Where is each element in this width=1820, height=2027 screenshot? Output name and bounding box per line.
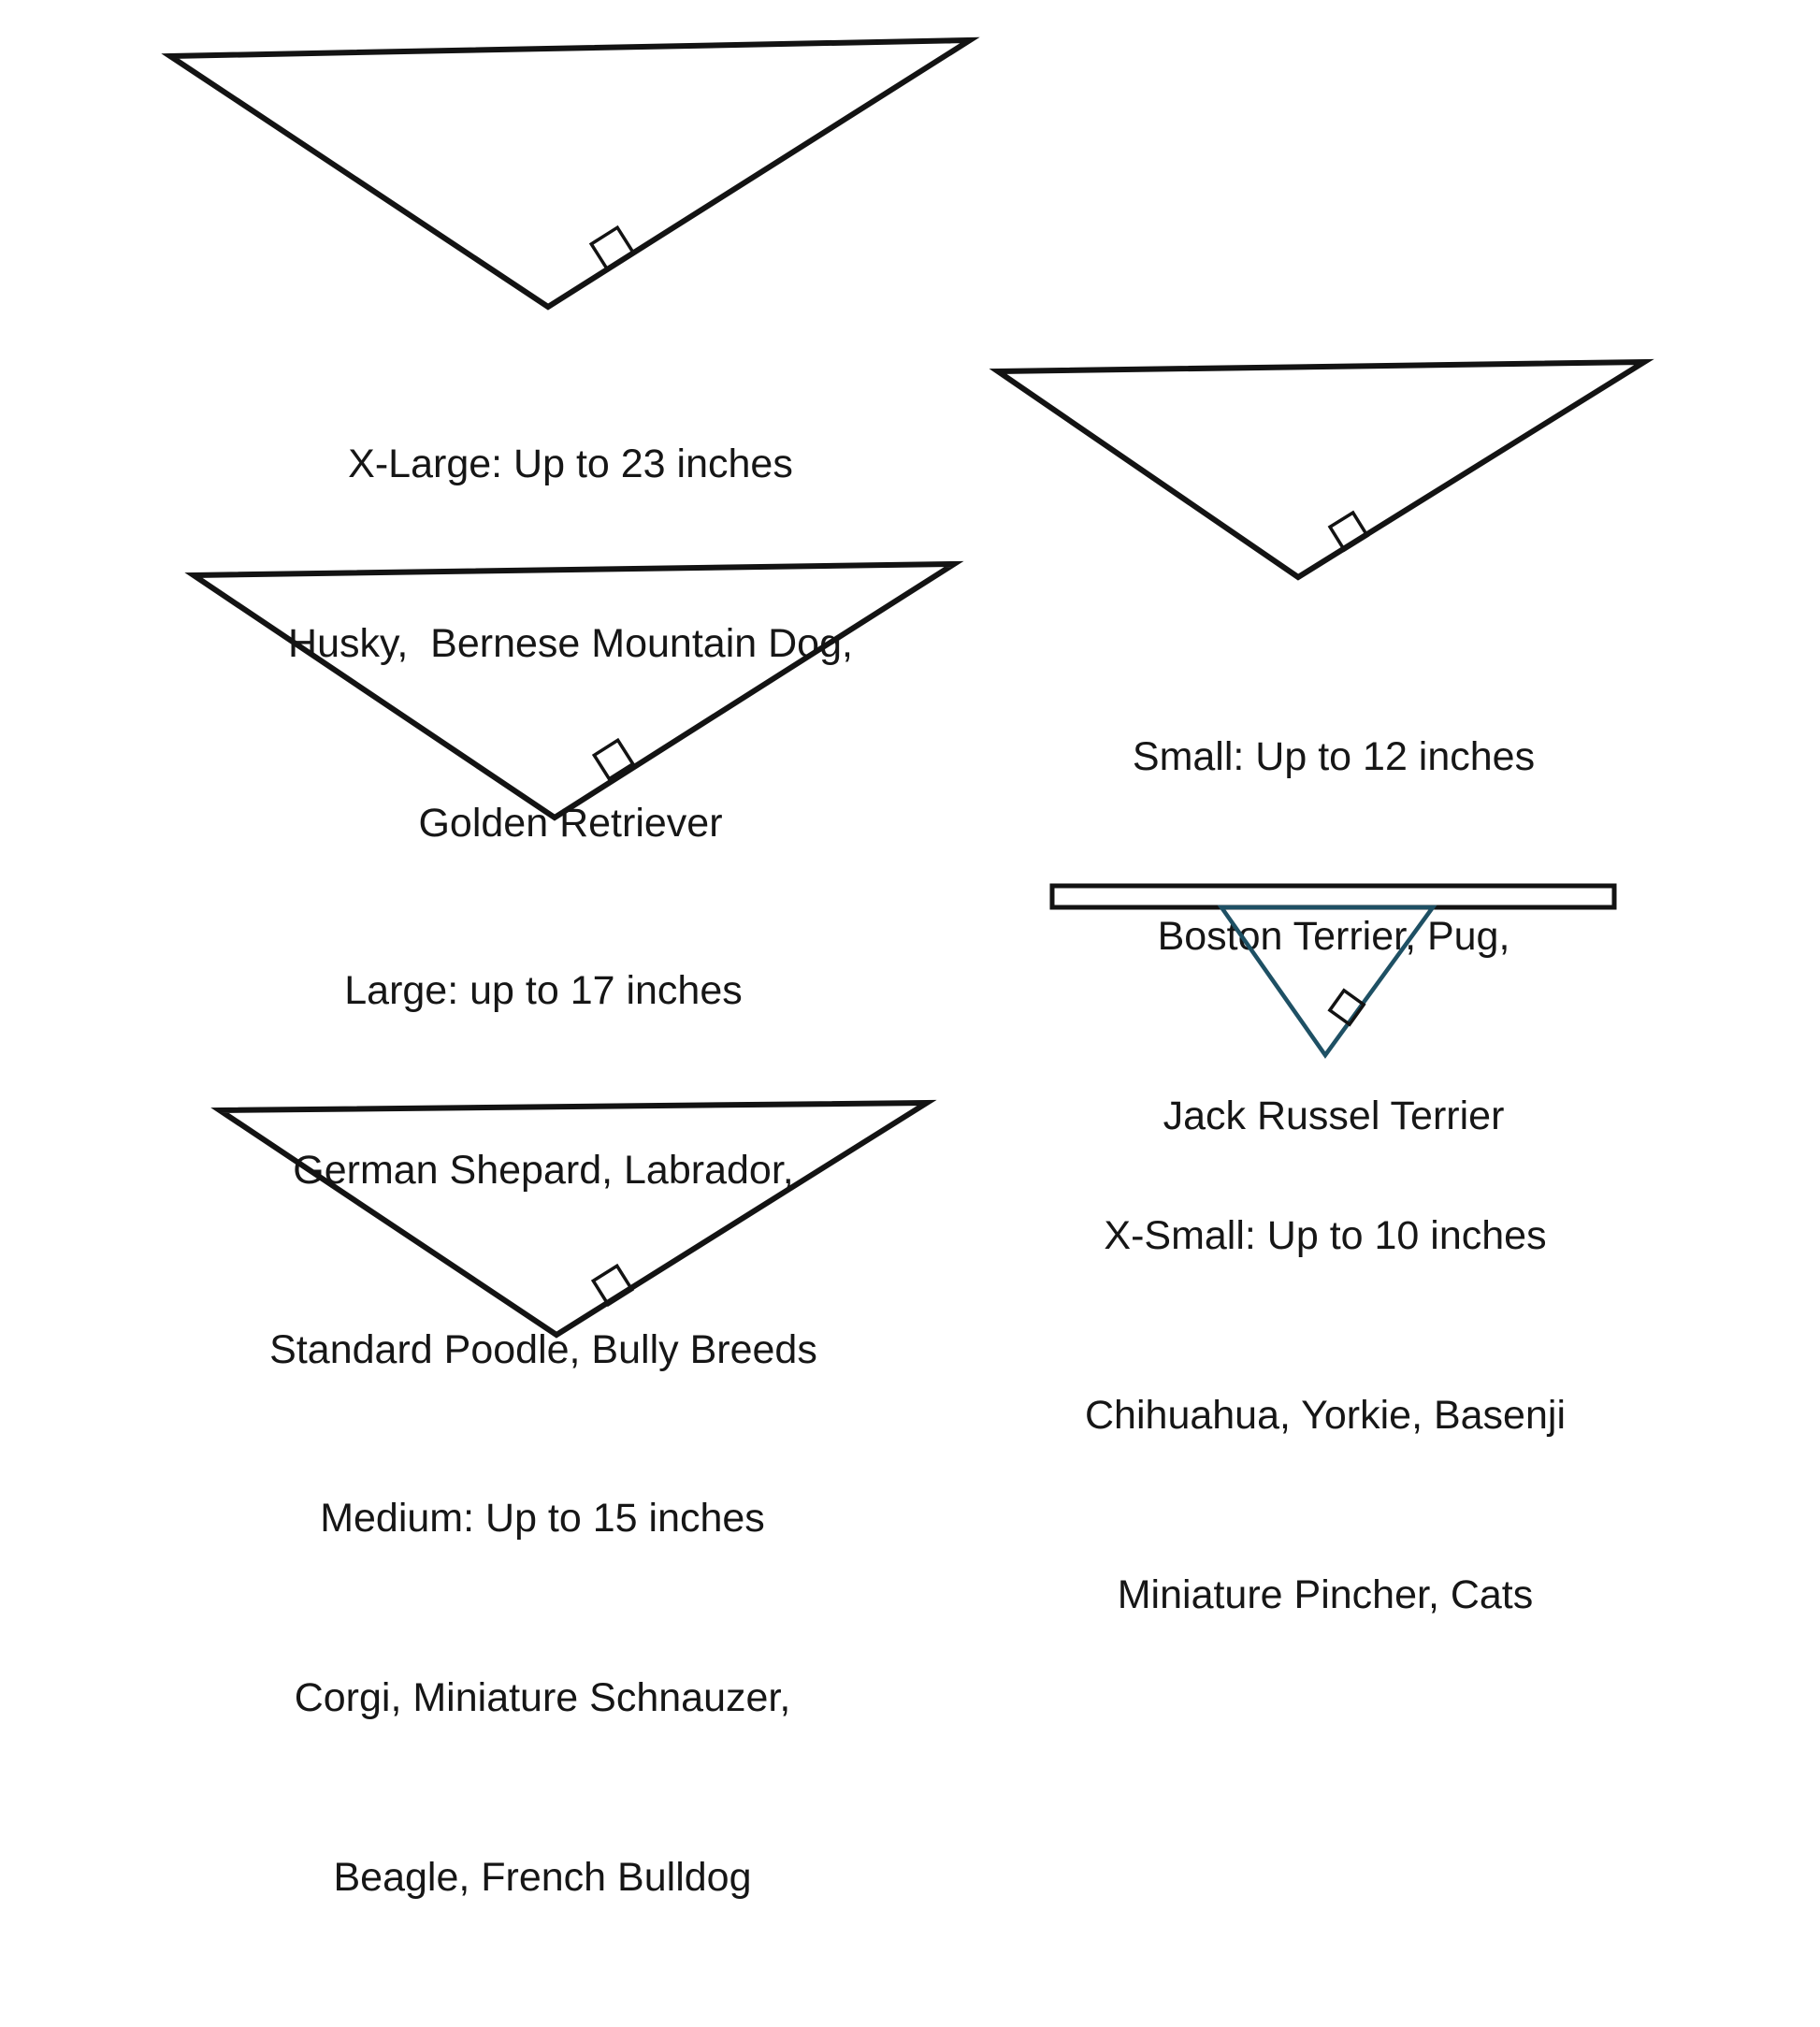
breeds-line-1: Chihuahua, Yorkie, Basenji <box>1085 1393 1566 1438</box>
small-label: Small: Up to 12 inches Boston Terrier, P… <box>1133 607 1535 1266</box>
right-angle-icon <box>1327 510 1370 553</box>
x-large-label: X-Large: Up to 23 inches Husky, Bernese … <box>288 314 853 973</box>
breeds-line-2: Miniature Pincher, Cats <box>1117 1572 1534 1617</box>
x-small-bandana-shape <box>1049 883 1617 1059</box>
bandana-triangle <box>161 36 980 311</box>
size-title: X-Large: Up to 23 inches <box>348 442 793 486</box>
medium-label: Medium: Up to 15 inches Corgi, Miniature… <box>295 1368 791 2027</box>
large-label: Large: up to 17 inches German Shepard, L… <box>269 841 817 1499</box>
right-angle-icon <box>590 1263 635 1308</box>
large-bandana-shape <box>184 560 964 821</box>
bandana-triangle <box>210 1099 937 1339</box>
bandana-triangle <box>989 358 1654 581</box>
bandana-bar <box>1049 883 1617 910</box>
breeds-line-1: Corgi, Miniature Schnauzer, <box>294 1675 791 1720</box>
size-title: Large: up to 17 inches <box>344 968 743 1013</box>
breeds-line-2: Golden Retriever <box>418 801 723 846</box>
small-bandana-shape <box>989 358 1654 581</box>
breeds-line-2: Beagle, French Bulldog <box>333 1855 752 1900</box>
breeds-line-1: Boston Terrier, Pug, <box>1157 914 1510 959</box>
right-angle-icon <box>588 224 637 273</box>
x-small-label: X-Small: Up to 10 inches Chihuahua, York… <box>1085 1086 1566 1745</box>
bandana-triangle <box>1217 905 1437 1059</box>
size-title: Medium: Up to 15 inches <box>320 1496 765 1541</box>
breeds-line-2: Jack Russel Terrier <box>1163 1093 1505 1138</box>
breeds-line-1: Husky, Bernese Mountain Dog, <box>288 621 853 666</box>
breeds-line-2: Standard Poodle, Bully Breeds <box>269 1327 817 1372</box>
medium-bandana-shape <box>210 1099 937 1339</box>
x-large-bandana-shape <box>161 36 980 311</box>
right-angle-icon <box>591 737 636 782</box>
breeds-line-1: German Shepard, Labrador, <box>293 1148 794 1193</box>
bandana-triangle <box>184 560 964 821</box>
size-title: Small: Up to 12 inches <box>1132 734 1536 779</box>
size-title: X-Small: Up to 10 inches <box>1104 1213 1547 1258</box>
right-angle-icon <box>1327 988 1366 1027</box>
